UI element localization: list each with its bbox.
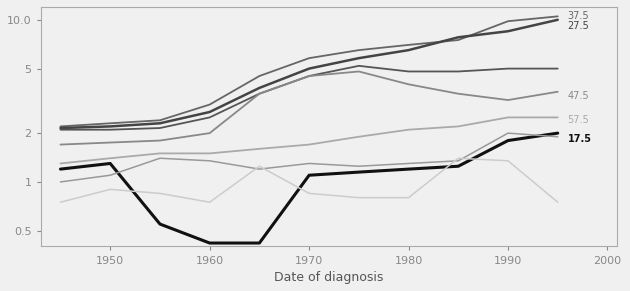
Text: 47.5: 47.5 [568,91,589,101]
Text: 27.5: 27.5 [568,21,590,31]
X-axis label: Date of diagnosis: Date of diagnosis [274,271,384,284]
Text: 37.5: 37.5 [568,11,589,21]
Text: 17.5: 17.5 [568,134,592,144]
Text: 57.5: 57.5 [568,115,590,125]
